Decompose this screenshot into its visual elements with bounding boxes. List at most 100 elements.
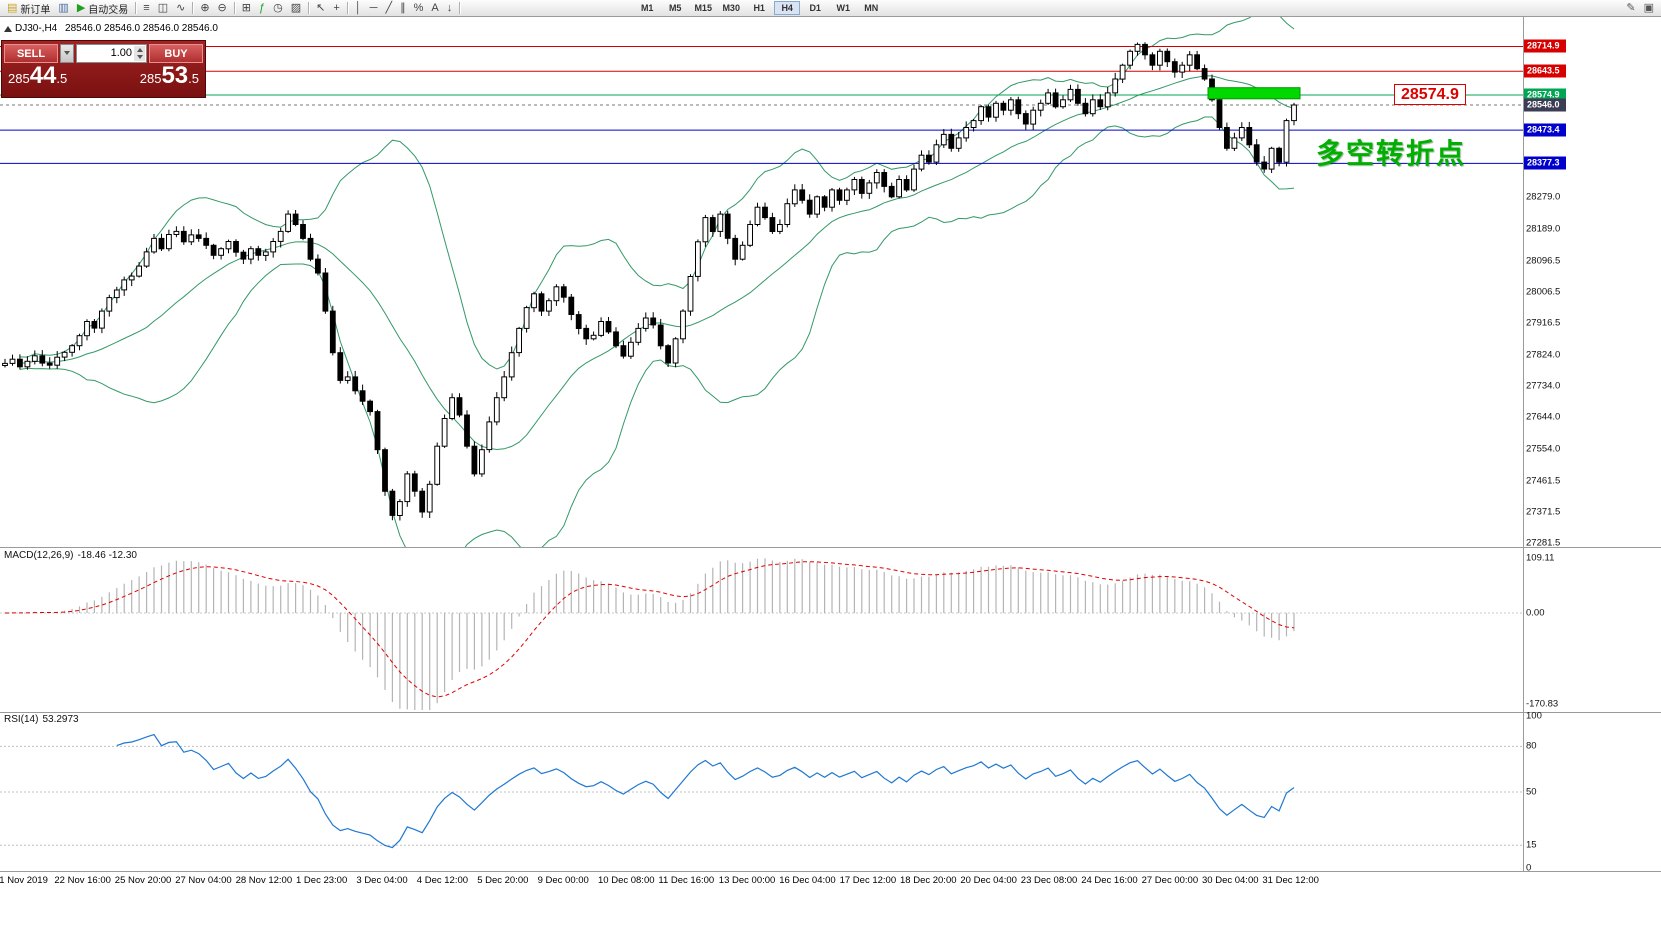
- tile-windows-button[interactable]: ⊞: [238, 0, 255, 17]
- one-click-trading-panel: SELL 1.00 BUY 28544.5 28553.5: [1, 40, 206, 98]
- rsi-value: 53.2973: [42, 714, 79, 725]
- candlestick-chart-icon: ◫: [157, 1, 169, 14]
- one-click-toggle[interactable]: [4, 26, 12, 32]
- rsi-axis-label: 100: [1526, 710, 1542, 722]
- arrows-button[interactable]: ↓: [443, 0, 457, 17]
- volume-value: 1.00: [110, 46, 132, 59]
- rsi-axis-label: 80: [1526, 740, 1537, 752]
- price-level-tag: 28377.3: [1524, 156, 1566, 170]
- sell-price-suffix: .5: [56, 71, 68, 86]
- price-axis-label: 28096.5: [1526, 255, 1561, 267]
- sell-button[interactable]: SELL: [4, 43, 58, 63]
- bar-chart-button[interactable]: ≡: [139, 0, 153, 17]
- fibonacci-icon: %: [413, 1, 424, 14]
- sell-price-big: 44: [29, 62, 57, 89]
- timeframe-h1-button[interactable]: H1: [753, 3, 765, 13]
- macd-axis-label: 0.00: [1526, 607, 1545, 619]
- zoom-out-button[interactable]: ⊖: [214, 0, 231, 17]
- templates-button[interactable]: ▨: [287, 0, 305, 17]
- timeframe-d1-button[interactable]: D1: [809, 3, 821, 13]
- bid-ask-prices: 28544.5 28553.5: [2, 63, 205, 88]
- timeframe-m30-button[interactable]: M30: [722, 3, 740, 13]
- price-level-tag: 28643.5: [1524, 64, 1566, 78]
- time-axis-label: 18 Dec 20:00: [900, 875, 957, 886]
- timeframe-w1-button[interactable]: W1: [836, 3, 850, 13]
- volume-increase-button[interactable]: [136, 47, 143, 52]
- trendline-icon: ╱: [385, 1, 393, 14]
- compose-button[interactable]: ✎: [1622, 0, 1639, 17]
- time-axis-label: 21 Nov 2019: [0, 875, 48, 886]
- periods-button[interactable]: ◷: [269, 0, 287, 17]
- crosshair-icon: +: [333, 1, 340, 14]
- indicators-button[interactable]: ƒ: [255, 0, 269, 17]
- turning-point-note[interactable]: 多空转折点: [1316, 138, 1467, 169]
- timeframe-h4-button[interactable]: H4: [774, 1, 801, 15]
- horizontal-line-button[interactable]: ─: [366, 0, 382, 17]
- rsi-label: RSI(14) 53.2973: [4, 714, 79, 725]
- templates-icon: ▨: [290, 1, 302, 14]
- channel-button[interactable]: ∥: [396, 0, 410, 17]
- text-icon: A: [431, 1, 439, 14]
- vertical-line-button[interactable]: │: [351, 0, 366, 17]
- time-axis-label: 24 Dec 16:00: [1081, 875, 1138, 886]
- volume-input[interactable]: 1.00: [76, 43, 147, 63]
- crosshair-button[interactable]: +: [329, 0, 343, 17]
- fibonacci-button[interactable]: %: [410, 0, 428, 17]
- macd-label: MACD(12,26,9) -18.46 -12.30: [4, 550, 137, 561]
- line-chart-icon: ∿: [176, 1, 186, 14]
- toolbar-separator: [135, 2, 137, 14]
- macd-panel: [0, 558, 1523, 710]
- time-axis-label: 31 Dec 12:00: [1262, 875, 1319, 886]
- candlestick-chart-button[interactable]: ◫: [154, 0, 172, 17]
- timeframe-m5-button[interactable]: M5: [668, 3, 682, 13]
- price-callout[interactable]: 28574.9: [1394, 84, 1466, 105]
- line-chart-button[interactable]: ∿: [172, 0, 189, 17]
- charts-button[interactable]: ▥: [54, 0, 72, 17]
- time-axis-label: 22 Nov 16:00: [54, 875, 111, 886]
- time-axis-label: 25 Nov 20:00: [114, 875, 172, 886]
- buy-button[interactable]: BUY: [149, 43, 203, 63]
- autotrading-label: 自动交易: [88, 4, 129, 16]
- volume-dropdown-button[interactable]: [60, 43, 74, 63]
- new-order-button[interactable]: ▤ 新订单: [3, 0, 54, 17]
- sell-price: 28544.5: [8, 64, 67, 88]
- macd-axis-label: -170.83: [1526, 698, 1559, 710]
- price-level-tag: 28473.4: [1524, 123, 1566, 137]
- text-button[interactable]: A: [427, 0, 442, 17]
- panels-button[interactable]: ▣: [1640, 0, 1658, 17]
- trade-controls-row: SELL 1.00 BUY: [2, 41, 205, 63]
- bar-chart-icon: ≡: [143, 1, 150, 14]
- cursor-icon: ↖: [316, 1, 326, 14]
- channel-icon: ∥: [400, 1, 406, 14]
- autotrading-button[interactable]: ▶ 自动交易: [73, 0, 132, 17]
- toolbar-separator: [308, 2, 310, 14]
- time-axis-label: 23 Dec 08:00: [1020, 875, 1078, 886]
- time-axis-label: 20 Dec 04:00: [960, 875, 1017, 886]
- time-axis-label: 27 Dec 00:00: [1141, 875, 1199, 886]
- tile-windows-icon: ⊞: [241, 1, 251, 14]
- new-order-label: 新订单: [20, 4, 51, 16]
- cursor-button[interactable]: ↖: [312, 0, 329, 17]
- price-axis-label: 27554.0: [1526, 443, 1561, 455]
- vertical-line-icon: │: [354, 1, 362, 14]
- volume-decrease-button[interactable]: [136, 54, 143, 59]
- main-toolbar: ▤ 新订单 ▥ ▶ 自动交易 ≡ ◫ ∿ ⊕ ⊖ ⊞ ƒ ◷ ▨ ↖ + │ ─ ╱ ∥% A ↓ M1 M5 M15 M30 H1…: [0, 0, 1661, 17]
- time-axis-label: 27 Nov 04:00: [175, 875, 232, 886]
- price-axis-label: 27461.5: [1526, 475, 1561, 487]
- zoom-in-button[interactable]: ⊕: [196, 0, 213, 17]
- timeframe-m15-button[interactable]: M15: [694, 3, 712, 13]
- candlesticks: [2, 42, 1297, 521]
- price-axis-label: 28006.5: [1526, 286, 1561, 298]
- symbol-timeframe-label: DJ30-,H4: [15, 23, 58, 34]
- time-axis-label: 9 Dec 00:00: [537, 875, 589, 886]
- arrows-icon: ↓: [446, 1, 453, 14]
- time-axis-label: 16 Dec 04:00: [779, 875, 836, 886]
- trendline-button[interactable]: ╱: [381, 0, 396, 17]
- time-axis-label: 11 Dec 16:00: [658, 875, 715, 886]
- timeframe-mn-button[interactable]: MN: [864, 3, 879, 13]
- rsi-axis-label: 15: [1526, 839, 1537, 851]
- price-axis-label: 27371.5: [1526, 506, 1561, 518]
- timeframe-m1-button[interactable]: M1: [640, 3, 654, 13]
- indicators-icon: ƒ: [258, 1, 266, 14]
